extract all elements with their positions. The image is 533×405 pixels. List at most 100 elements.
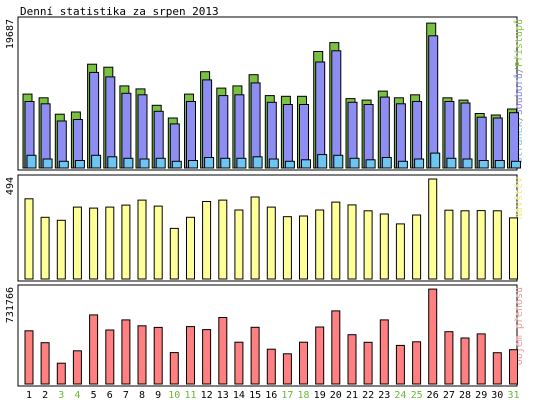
bar-files-day-14 (234, 94, 245, 169)
bar-traffic-day-11 (186, 326, 195, 385)
day-label-13: 13 (217, 390, 229, 401)
bar-pages-day-19 (317, 154, 328, 169)
bar-traffic-day-14 (234, 341, 244, 385)
bar-pages-day-26 (430, 152, 441, 169)
bar-traffic-day-24 (395, 344, 405, 385)
bar-files-day-7 (121, 92, 132, 169)
bar-pages-day-9 (155, 157, 166, 169)
day-label-27: 27 (443, 390, 455, 401)
bar-pages-day-20 (333, 154, 344, 169)
bar-pages-day-10 (171, 160, 182, 169)
bar-pages-day-31 (511, 160, 521, 169)
bar-traffic-day-17 (282, 353, 292, 385)
bar-pages-day-17 (284, 160, 295, 169)
bar-visits-day-28 (460, 210, 470, 280)
bar-traffic-day-8 (137, 325, 147, 385)
bar-pages-day-27 (446, 157, 457, 169)
bar-pages-day-23 (381, 157, 392, 169)
bar-traffic-day-23 (379, 319, 389, 385)
bar-pages-day-3 (58, 160, 69, 169)
bar-pages-day-1 (26, 154, 37, 169)
day-label-31: 31 (507, 390, 519, 401)
bar-files-day-5 (89, 71, 100, 169)
day-label-30: 30 (491, 390, 503, 401)
day-label-2: 2 (42, 390, 48, 401)
bar-traffic-day-7 (121, 319, 131, 385)
bar-visits-day-12 (202, 201, 212, 280)
bar-visits-day-27 (444, 209, 454, 280)
legend-part-traffic-0: Objem přenosu (513, 287, 525, 365)
bar-files-day-28 (460, 102, 471, 169)
bar-traffic-day-19 (315, 326, 325, 385)
bar-visits-day-21 (347, 204, 357, 280)
bar-files-day-31 (509, 112, 519, 169)
bar-files-day-22 (363, 104, 374, 169)
legend-label-traffic: Objem přenosu (513, 287, 525, 365)
day-axis-labels: 1 2 3 4 5 6 7 8 9 10 11 12 13 14 15 16 17 18 19 20 21 22 23 24 2… (26, 390, 520, 401)
bar-traffic-day-29 (476, 333, 486, 385)
bar-traffic-day-27 (444, 331, 454, 385)
bar-traffic-day-6 (105, 329, 115, 385)
bar-visits-day-26 (428, 178, 438, 280)
bar-traffic-day-28 (460, 337, 470, 385)
bar-traffic-day-13 (218, 317, 228, 385)
bar-visits-day-24 (395, 223, 405, 280)
bar-visits-day-8 (137, 199, 147, 280)
bar-pages-day-13 (220, 157, 231, 169)
bar-visits-day-16 (266, 206, 276, 280)
bar-visits-day-1 (24, 198, 34, 280)
bar-pages-day-16 (268, 158, 279, 169)
bar-traffic-day-5 (89, 314, 99, 385)
bar-pages-day-8 (139, 158, 150, 169)
bar-pages-day-6 (107, 156, 118, 169)
y-max-label-traffic: 731766 (5, 287, 16, 323)
bar-pages-day-11 (188, 160, 198, 169)
panel-frame-traffic (17, 284, 518, 387)
bar-traffic-day-16 (266, 348, 276, 385)
bar-files-day-15 (250, 82, 261, 169)
day-label-23: 23 (378, 390, 390, 401)
bar-files-day-16 (266, 101, 277, 169)
bar-files-day-2 (40, 103, 51, 169)
day-label-26: 26 (427, 390, 439, 401)
bar-pages-day-12 (204, 157, 215, 169)
legend-part-requests-3: / (514, 67, 525, 73)
bar-visits-day-9 (153, 205, 163, 280)
bar-pages-day-2 (42, 158, 53, 169)
day-label-6: 6 (107, 390, 113, 401)
day-label-11: 11 (184, 390, 196, 401)
bar-pages-day-4 (74, 160, 85, 169)
bar-files-day-12 (202, 79, 213, 169)
day-label-15: 15 (249, 390, 261, 401)
bar-visits-day-23 (379, 213, 389, 280)
y-max-label-visits: 494 (5, 177, 16, 195)
bar-traffic-day-2 (40, 342, 50, 385)
bar-visits-day-7 (121, 204, 131, 280)
day-label-4: 4 (74, 390, 80, 401)
bar-visits-day-22 (363, 210, 373, 280)
panel-frame-requests (17, 16, 518, 171)
bar-visits-day-2 (40, 216, 50, 280)
bar-visits-day-29 (476, 210, 486, 280)
bar-pages-day-14 (236, 157, 247, 169)
day-label-12: 12 (201, 390, 213, 401)
day-label-21: 21 (346, 390, 358, 401)
panel-traffic: 731766 Objem přenosu (5, 284, 525, 387)
legend-part-requests-4: Přístupů (513, 19, 525, 67)
bar-pages-day-7 (123, 157, 134, 169)
bar-traffic-day-1 (24, 330, 34, 385)
day-label-14: 14 (233, 390, 245, 401)
bar-traffic-day-20 (331, 310, 341, 385)
bar-files-day-8 (137, 94, 148, 169)
bar-traffic-day-26 (428, 288, 438, 385)
bar-files-day-20 (331, 50, 342, 169)
day-label-3: 3 (58, 390, 64, 401)
bar-pages-day-24 (397, 160, 408, 169)
bar-visits-day-30 (492, 210, 502, 280)
day-label-20: 20 (330, 390, 342, 401)
day-label-10: 10 (168, 390, 180, 401)
day-label-17: 17 (281, 390, 293, 401)
bar-pages-day-30 (494, 160, 505, 169)
bar-pages-day-15 (252, 156, 263, 169)
